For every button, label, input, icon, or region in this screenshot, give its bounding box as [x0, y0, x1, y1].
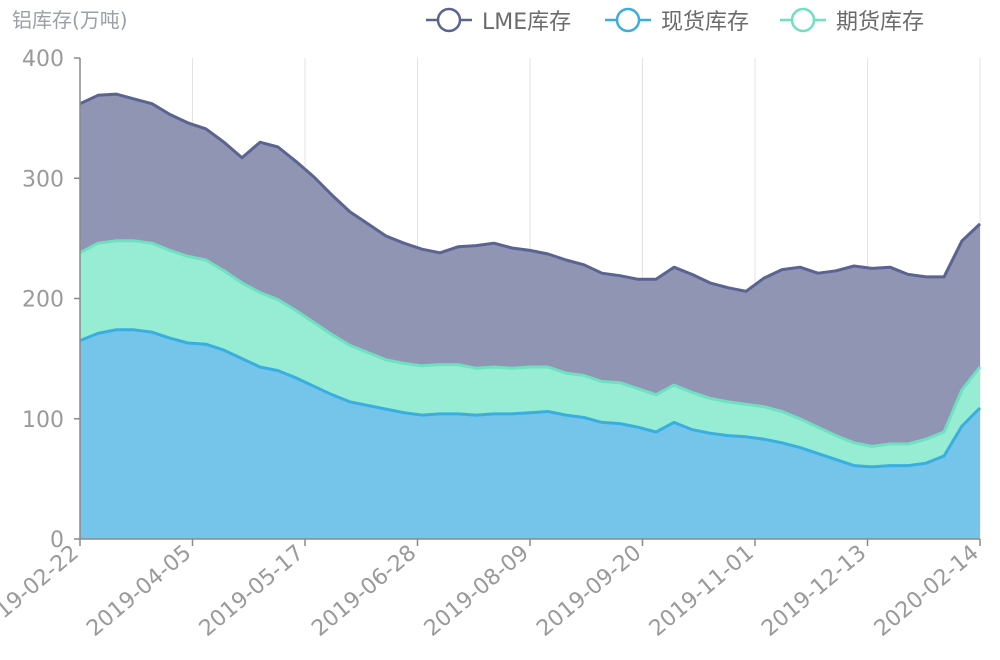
line-series-2[interactable]: [79, 328, 982, 469]
axes: [74, 57, 981, 546]
legend-item-futures[interactable]: 期货库存: [778, 4, 924, 36]
series-areas: [80, 94, 980, 540]
y-tick-label: 400: [22, 47, 64, 72]
legend-item-lme[interactable]: LME库存: [424, 4, 571, 36]
y-tick-label: 300: [22, 167, 64, 192]
legend-lme-label: LME库存: [482, 10, 572, 35]
y-tick-label: 100: [22, 408, 64, 433]
x-tick-label: 2019-11-01: [645, 540, 759, 641]
x-tick-label: 2019-09-20: [532, 540, 646, 641]
line-series-1[interactable]: [79, 239, 982, 448]
legend-futures-icon: [780, 7, 826, 33]
x-tick-label: 2019-12-13: [757, 540, 871, 641]
x-tick-label: 2019-05-17: [195, 540, 309, 641]
x-tick-label: 2019-08-09: [420, 540, 534, 641]
legend-spot-label: 现货库存: [661, 10, 750, 35]
y-tick-labels: 0 100 200 300 400: [22, 47, 64, 553]
legend-futures-label: 期货库存: [836, 10, 925, 35]
x-tick-label: 2019-04-05: [82, 540, 196, 641]
x-tick-label: 2019-02-22: [0, 540, 84, 641]
legend-lme-icon: [426, 7, 472, 33]
x-tick-label: 2020-02-14: [870, 540, 984, 641]
y-tick-label: 0: [50, 528, 64, 553]
y-tick-label: 200: [22, 288, 64, 313]
x-tick-label: 2019-06-28: [307, 540, 421, 641]
area-series-2: [80, 329, 980, 539]
series-lines: [79, 92, 982, 469]
y-axis-unit-label: 铝库存(万吨): [12, 8, 128, 32]
x-tick-labels: 2019-02-222019-04-052019-05-172019-06-28…: [0, 540, 984, 641]
legend-item-spot[interactable]: 现货库存: [603, 4, 749, 36]
legend-spot-icon: [605, 7, 651, 33]
line-series-0[interactable]: [79, 92, 982, 293]
